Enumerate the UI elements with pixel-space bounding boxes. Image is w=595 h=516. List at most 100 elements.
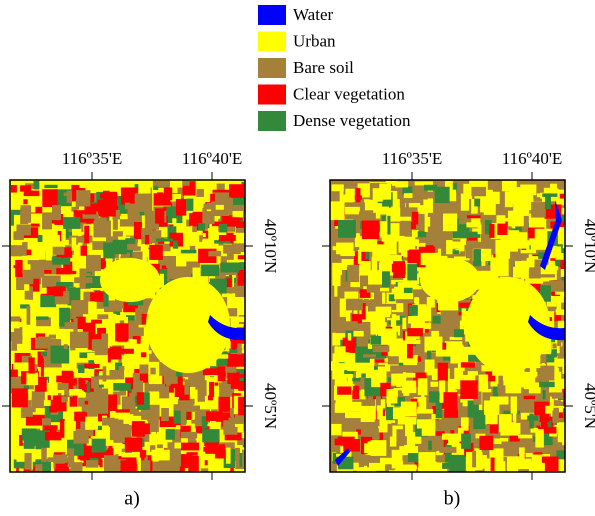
land-patch (360, 467, 372, 472)
land-patch (478, 374, 489, 392)
land-patch (226, 287, 245, 294)
land-patch (180, 249, 197, 254)
land-patch (172, 218, 177, 225)
land-patch (133, 411, 146, 416)
land-patch (20, 208, 29, 225)
land-patch (212, 354, 229, 359)
land-patch (423, 184, 438, 191)
land-patch (80, 245, 88, 256)
land-patch (564, 257, 565, 267)
land-patch (230, 464, 234, 472)
land-patch (336, 443, 341, 450)
land-patch (214, 240, 231, 244)
urban-core (100, 258, 160, 302)
land-patch (165, 429, 175, 440)
land-patch (54, 220, 64, 225)
land-patch (103, 440, 118, 446)
land-patch (212, 192, 232, 198)
land-patch (364, 443, 380, 454)
land-patch (496, 215, 506, 224)
land-patch (71, 300, 89, 315)
land-patch (81, 380, 86, 391)
land-patch (458, 427, 464, 442)
land-patch (217, 471, 236, 472)
land-patch (342, 431, 358, 440)
land-patch (103, 430, 110, 443)
land-patch (435, 469, 448, 472)
land-patch (560, 262, 565, 277)
land-patch (412, 237, 432, 243)
land-patch (562, 408, 565, 419)
land-patch (332, 267, 342, 275)
land-patch (453, 256, 470, 261)
land-patch (553, 246, 562, 256)
land-patch (97, 375, 117, 380)
land-patch (405, 372, 416, 378)
land-patch (161, 265, 169, 272)
land-patch (338, 219, 356, 238)
land-patch (196, 188, 204, 197)
land-patch (539, 414, 550, 423)
land-patch (201, 416, 208, 429)
land-patch (134, 193, 153, 212)
land-patch (24, 452, 32, 470)
land-patch (226, 353, 245, 367)
land-patch (418, 306, 432, 322)
land-patch (485, 371, 496, 382)
land-patch (549, 245, 557, 259)
land-patch (353, 330, 364, 337)
land-patch (229, 190, 241, 197)
legend-swatch (258, 58, 286, 78)
land-patch (366, 369, 382, 380)
land-patch (218, 234, 236, 241)
land-patch (396, 325, 400, 336)
legend-label: Bare soil (293, 58, 354, 77)
land-patch (455, 389, 465, 395)
land-patch (485, 219, 492, 235)
land-patch (549, 336, 556, 343)
land-patch (16, 224, 31, 236)
land-patch (170, 193, 181, 202)
land-patch (115, 454, 119, 468)
land-patch (439, 380, 446, 393)
land-patch (82, 466, 100, 472)
land-patch (357, 249, 362, 264)
land-patch (155, 208, 165, 224)
land-patch (371, 377, 387, 388)
land-patch (31, 397, 36, 413)
land-patch (457, 307, 476, 312)
land-patch (481, 260, 486, 266)
land-patch (90, 292, 107, 302)
land-patch (339, 188, 344, 206)
land-patch (428, 440, 432, 451)
land-patch (197, 384, 205, 402)
land-patch (149, 445, 156, 452)
land-patch (43, 400, 51, 406)
land-patch (367, 392, 373, 408)
land-patch (386, 255, 402, 264)
land-patch (379, 284, 385, 303)
land-patch (372, 188, 383, 202)
land-patch (41, 444, 47, 462)
land-patch (439, 389, 444, 403)
land-patch (92, 467, 104, 472)
land-patch (26, 249, 32, 256)
land-patch (189, 245, 196, 251)
land-patch (369, 359, 389, 363)
land-patch (379, 183, 392, 200)
land-patch (73, 430, 89, 444)
land-patch (109, 425, 115, 444)
land-patch (552, 343, 557, 349)
land-patch (538, 252, 545, 259)
land-patch (219, 385, 223, 393)
land-patch (221, 215, 240, 227)
land-patch (125, 202, 131, 210)
land-patch (358, 449, 365, 468)
land-patch (227, 367, 231, 384)
land-patch (331, 423, 342, 436)
land-patch (112, 231, 123, 237)
land-patch (33, 180, 40, 190)
land-patch (211, 221, 225, 227)
land-patch (400, 401, 417, 417)
